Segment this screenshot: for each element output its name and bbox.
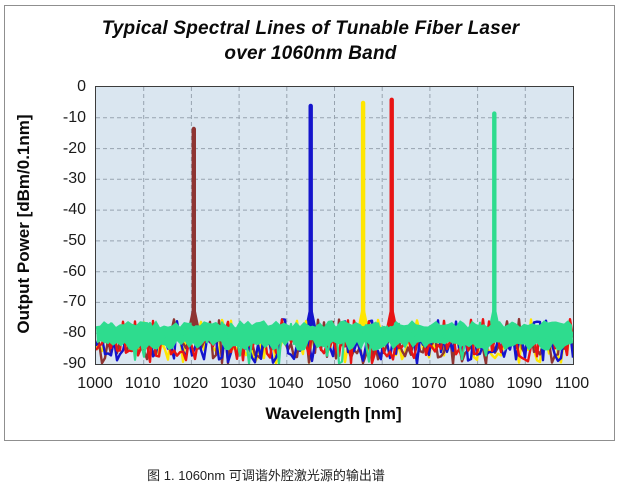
plot-area xyxy=(95,86,574,365)
y-tick-label: -90 xyxy=(62,355,86,372)
figure-caption: 图 1. 1060nm 可调谐外腔激光源的输出谱 xyxy=(147,468,385,483)
y-tick-label: -60 xyxy=(62,262,86,280)
x-tick-label: 1060 xyxy=(363,375,399,392)
y-tick-label: -10 xyxy=(62,108,86,126)
x-tick-label: 1020 xyxy=(172,375,209,392)
chart-title: Typical Spectral Lines of Tunable Fiber … xyxy=(0,16,621,66)
x-tick-label: 1030 xyxy=(220,375,256,392)
y-tick-label: -30 xyxy=(62,170,86,188)
chart-title-line1: Typical Spectral Lines of Tunable Fiber … xyxy=(101,18,520,39)
y-tick-label: 0 xyxy=(77,78,86,95)
chart-title-line2: over 1060nm Band xyxy=(224,43,397,64)
x-tick-label: 1090 xyxy=(506,375,543,392)
y-tick-label: -40 xyxy=(62,201,86,219)
spectral-lines-chart xyxy=(96,87,573,364)
x-tick-label: 1080 xyxy=(458,375,495,392)
x-tick-label: 1040 xyxy=(268,375,304,392)
y-tick-label: -80 xyxy=(62,324,86,342)
x-tick-label: 1070 xyxy=(411,375,447,392)
x-axis-title: Wavelength [nm] xyxy=(265,404,402,423)
x-tick-label: 1100 xyxy=(554,375,590,392)
x-tick-label: 1000 xyxy=(77,375,113,392)
x-tick-label: 1010 xyxy=(124,375,161,392)
y-tick-label: -70 xyxy=(62,293,86,311)
y-tick-label: -50 xyxy=(62,231,86,249)
x-tick-label: 1050 xyxy=(315,375,352,392)
y-tick-label: -20 xyxy=(62,139,86,157)
